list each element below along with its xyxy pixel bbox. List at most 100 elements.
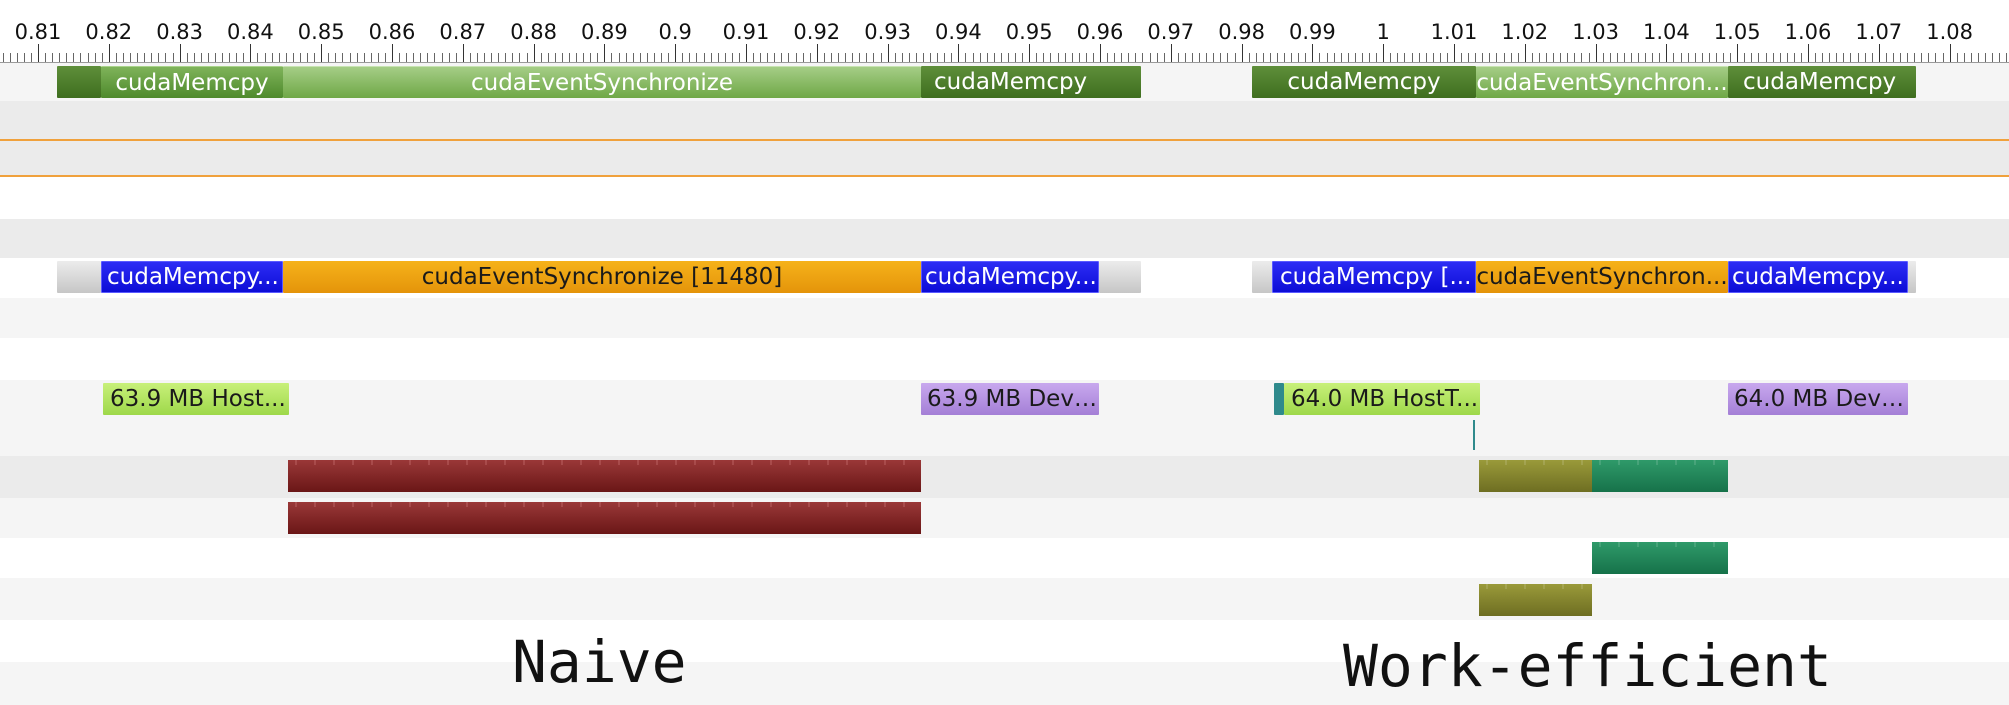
tick-minor [1518, 53, 1519, 62]
timeline-row-3[interactable] [0, 139, 2009, 178]
tick-minor [1249, 53, 1250, 62]
tick-label: 0.83 [156, 20, 203, 44]
tick-minor [512, 53, 513, 62]
runtime-api-cudamemcpy[interactable]: cudaMemcpy [1252, 66, 1476, 98]
tick-minor [1412, 53, 1413, 62]
memcpy-dtoh-bar[interactable]: 64.0 MB Devi... [1728, 383, 1908, 415]
tick-minor [1008, 53, 1009, 62]
tick-minor [1758, 53, 1759, 62]
timeline-row-16[interactable] [0, 662, 2009, 705]
tick-minor [265, 53, 266, 62]
naive-kernel-bar[interactable] [288, 502, 921, 534]
tick-minor [732, 53, 733, 62]
memset-bar[interactable] [1274, 383, 1284, 415]
tick-minor [1121, 53, 1122, 62]
tick-minor [1794, 53, 1795, 62]
tick-minor [1440, 53, 1441, 62]
tick-minor [1093, 53, 1094, 62]
timeline-row-5[interactable] [0, 219, 2009, 259]
tick-major [1312, 44, 1313, 62]
tick-minor [52, 53, 53, 62]
tick-minor [951, 53, 952, 62]
tick-minor [1716, 53, 1717, 62]
time-ruler[interactable]: 0.81 0.82 0.83 0.84 0.85 0.86 0.87 0.88 0.89 0.9 0… [0, 0, 2009, 63]
tick-minor [229, 53, 230, 62]
timeline-row-10[interactable] [0, 418, 2009, 457]
timeline-row-2[interactable] [0, 101, 2009, 140]
tick-minor [286, 53, 287, 62]
memcpy-htod-bar[interactable]: 63.9 MB Host... [103, 383, 289, 415]
tick-minor [88, 53, 89, 62]
tick-minor [144, 53, 145, 62]
tick-minor [661, 53, 662, 62]
tick-minor [1957, 53, 1958, 62]
tick-minor [852, 53, 853, 62]
kernel-launch-marker[interactable] [1473, 420, 1475, 450]
tick-minor [1652, 53, 1653, 62]
cuda-api-cudaeventsynchronize[interactable]: cudaEventSynchronize [11480] [283, 261, 921, 293]
upsweep-kernel-bar[interactable] [1479, 460, 1592, 492]
tick-minor [824, 53, 825, 62]
naive-kernel-bar[interactable] [288, 460, 921, 492]
timeline-row-4[interactable] [0, 177, 2009, 220]
tick-major [463, 44, 464, 62]
tick-major [604, 44, 605, 62]
runtime-api-cudaeventsynchronize[interactable]: cudaEventSynchronize [283, 66, 921, 98]
tick-minor [1058, 53, 1059, 62]
runtime-api-cudamemcpy[interactable]: cudaMemcpy [921, 66, 1141, 98]
tick-minor [378, 53, 379, 62]
runtime-api-cudamemcpy[interactable]: cudaMemcpy [1728, 66, 1916, 98]
timeline-row-7[interactable] [0, 298, 2009, 339]
tick-minor [859, 53, 860, 62]
tick-minor [1659, 53, 1660, 62]
timeline-row-8[interactable] [0, 338, 2009, 381]
cuda-api-idle-bar[interactable] [1908, 261, 1916, 293]
runtime-api-cudaeventsynchronize[interactable]: cudaEventSynchron... [1476, 66, 1728, 98]
tick-minor [1426, 53, 1427, 62]
tick-label: 0.95 [1005, 20, 1053, 44]
runtime-api-cudamemcpy[interactable]: cudaMemcpy [101, 66, 283, 98]
tick-minor [1688, 53, 1689, 62]
timeline-row-kernels-4[interactable] [0, 578, 2009, 621]
tick-minor [1865, 53, 1866, 62]
tick-minor [1787, 53, 1788, 62]
tick-minor [371, 53, 372, 62]
tick-minor [753, 53, 754, 62]
cuda-api-cudamemcpy[interactable]: cudaMemcpy... [1728, 261, 1908, 293]
cuda-api-idle-bar[interactable] [1252, 261, 1272, 293]
tick-minor [1022, 53, 1023, 62]
tick-minor [760, 53, 761, 62]
cuda-api-cudamemcpy[interactable]: cudaMemcpy... [101, 261, 283, 293]
tick-major [1666, 44, 1667, 62]
upsweep-kernel-bar[interactable] [1479, 584, 1592, 616]
cuda-api-idle-bar[interactable] [57, 261, 101, 293]
runtime-api-bar-lead[interactable] [57, 66, 101, 98]
tick-minor [456, 53, 457, 62]
tick-minor [831, 53, 832, 62]
tick-minor [909, 53, 910, 62]
tick-minor [937, 53, 938, 62]
cuda-api-cudamemcpy[interactable]: cudaMemcpy [... [1272, 261, 1476, 293]
downsweep-kernel-bar[interactable] [1592, 460, 1728, 492]
tick-minor [1546, 53, 1547, 62]
memcpy-htod-bar[interactable]: 64.0 MB HostT... [1284, 383, 1480, 415]
tick-major [1454, 44, 1455, 62]
cuda-api-cudamemcpy[interactable]: cudaMemcpy... [921, 261, 1099, 293]
tick-major [888, 44, 889, 62]
tick-minor [1107, 53, 1108, 62]
downsweep-kernel-bar[interactable] [1592, 542, 1728, 574]
kernel-hash-marks [295, 502, 905, 507]
timeline-row-15[interactable] [0, 620, 2009, 663]
memcpy-dtoh-bar[interactable]: 63.9 MB Devi... [921, 383, 1099, 415]
tick-minor [682, 53, 683, 62]
tick-minor [1319, 53, 1320, 62]
tick-minor [1496, 53, 1497, 62]
tick-minor [1872, 53, 1873, 62]
cuda-api-cudaeventsynchronize[interactable]: cudaEventSynchron... [1476, 261, 1728, 293]
tick-minor [1780, 53, 1781, 62]
tick-minor [314, 53, 315, 62]
tick-label: 0.92 [793, 20, 841, 44]
tick-minor [257, 53, 258, 62]
tick-minor [626, 53, 627, 62]
cuda-api-idle-bar[interactable] [1099, 261, 1141, 293]
